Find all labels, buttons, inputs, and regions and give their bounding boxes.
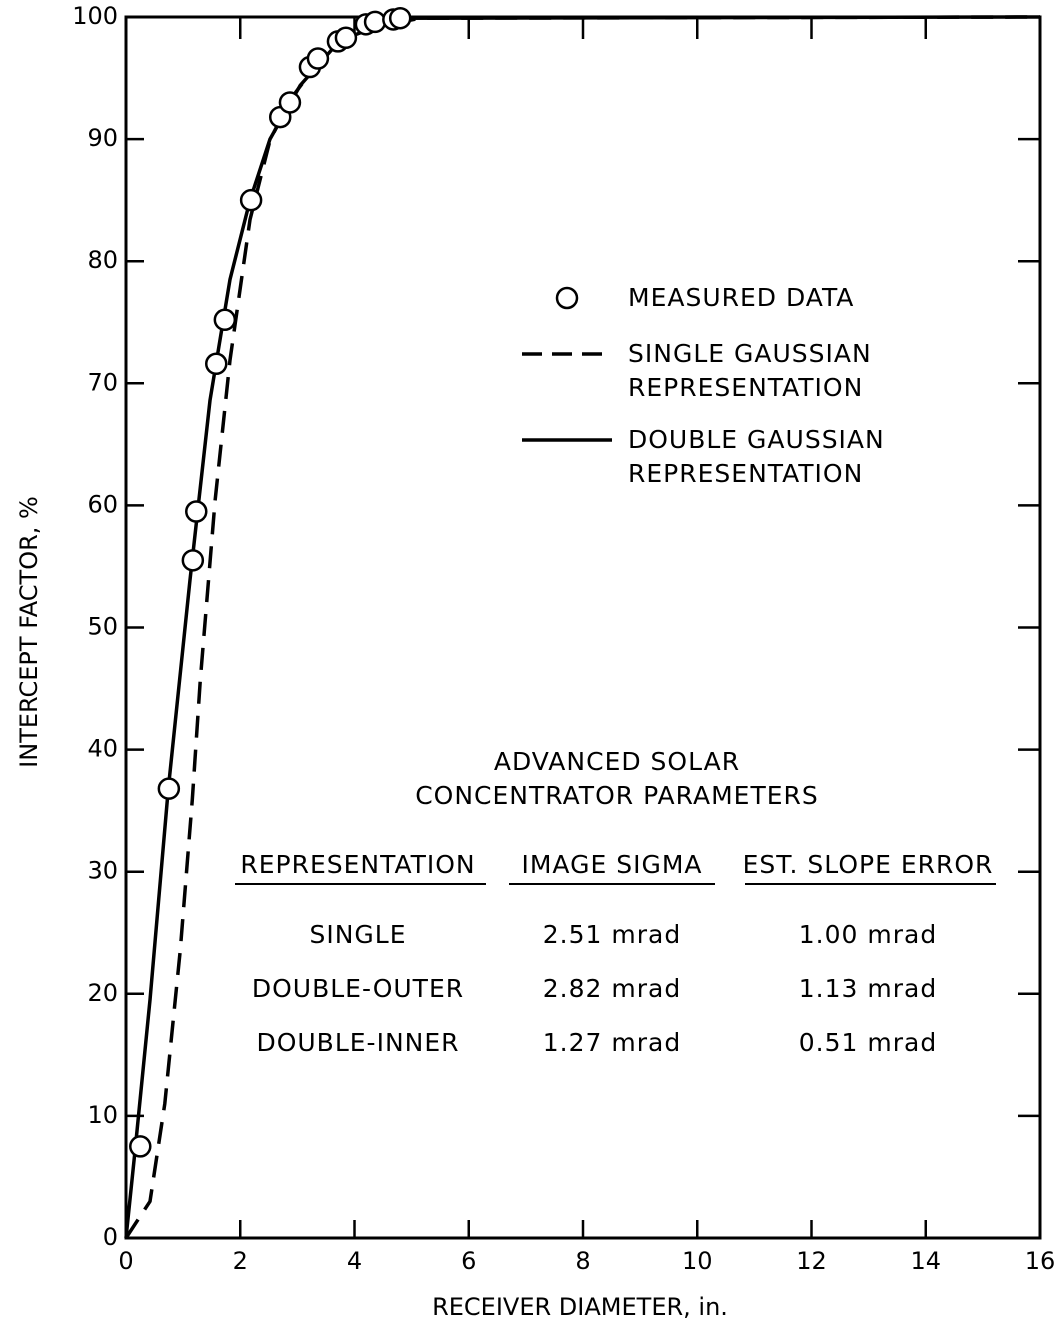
x-tick-label: 8 [575,1247,590,1275]
data-point [213,308,237,332]
y-axis-label: INTERCEPT FACTOR, % [15,496,43,768]
y-tick-label: 70 [87,368,118,396]
x-axis-label: RECEIVER DIAMETER, in. [432,1293,728,1321]
table-title: ADVANCED SOLAR CONCENTRATOR PARAMETERS [415,747,819,810]
table-cell: DOUBLE-OUTER [251,974,465,1003]
table-header: EST. SLOPE ERROR [742,850,994,879]
x-tick-label: 12 [796,1247,827,1275]
x-tick-label: 4 [347,1247,362,1275]
table-cell: SINGLE [309,920,407,949]
legend-label: DOUBLE GAUSSIAN REPRESENTATION [628,425,885,488]
y-tick-label: 90 [87,124,118,152]
table-cell: 1.13 mrad [798,974,938,1003]
x-tick-label: 14 [910,1247,941,1275]
table-cell: DOUBLE-INNER [256,1028,460,1057]
y-tick-label: 80 [87,246,118,274]
legend-label: SINGLE GAUSSIAN REPRESENTATION [628,339,872,402]
table-cell: 1.27 mrad [542,1028,682,1057]
x-tick-label: 16 [1025,1247,1056,1275]
x-tick-label: 6 [461,1247,476,1275]
data-point [363,10,387,34]
table-cell: 2.51 mrad [542,920,682,949]
data-point [334,26,358,50]
table-cell: 1.00 mrad [798,920,938,949]
y-tick-label: 30 [87,857,118,885]
y-tick-label: 100 [72,2,118,30]
y-tick-label: 20 [87,979,118,1007]
legend-marker [555,286,579,310]
y-tick-label: 10 [87,1101,118,1129]
table-cell: 2.82 mrad [542,974,682,1003]
data-point [129,1135,152,1158]
data-point [205,352,228,376]
legend-label: MEASURED DATA [628,283,855,312]
x-tick-label: 2 [233,1247,248,1275]
x-tick-label: 10 [682,1247,713,1275]
data-point [306,47,330,70]
data-point [185,500,208,523]
y-tick-label: 40 [87,735,118,763]
data-point [157,777,181,800]
table-cell: 0.51 mrad [798,1028,938,1057]
data-point [278,91,302,114]
y-tick-label: 50 [87,613,118,641]
y-tick-label: 60 [87,490,118,518]
table-header: IMAGE SIGMA [521,850,703,879]
y-tick-label: 0 [103,1223,118,1251]
table-header: REPRESENTATION [240,850,476,879]
x-tick-label: 0 [118,1247,133,1275]
data-point [181,549,205,572]
data-point [388,6,412,30]
data-point [239,188,263,212]
